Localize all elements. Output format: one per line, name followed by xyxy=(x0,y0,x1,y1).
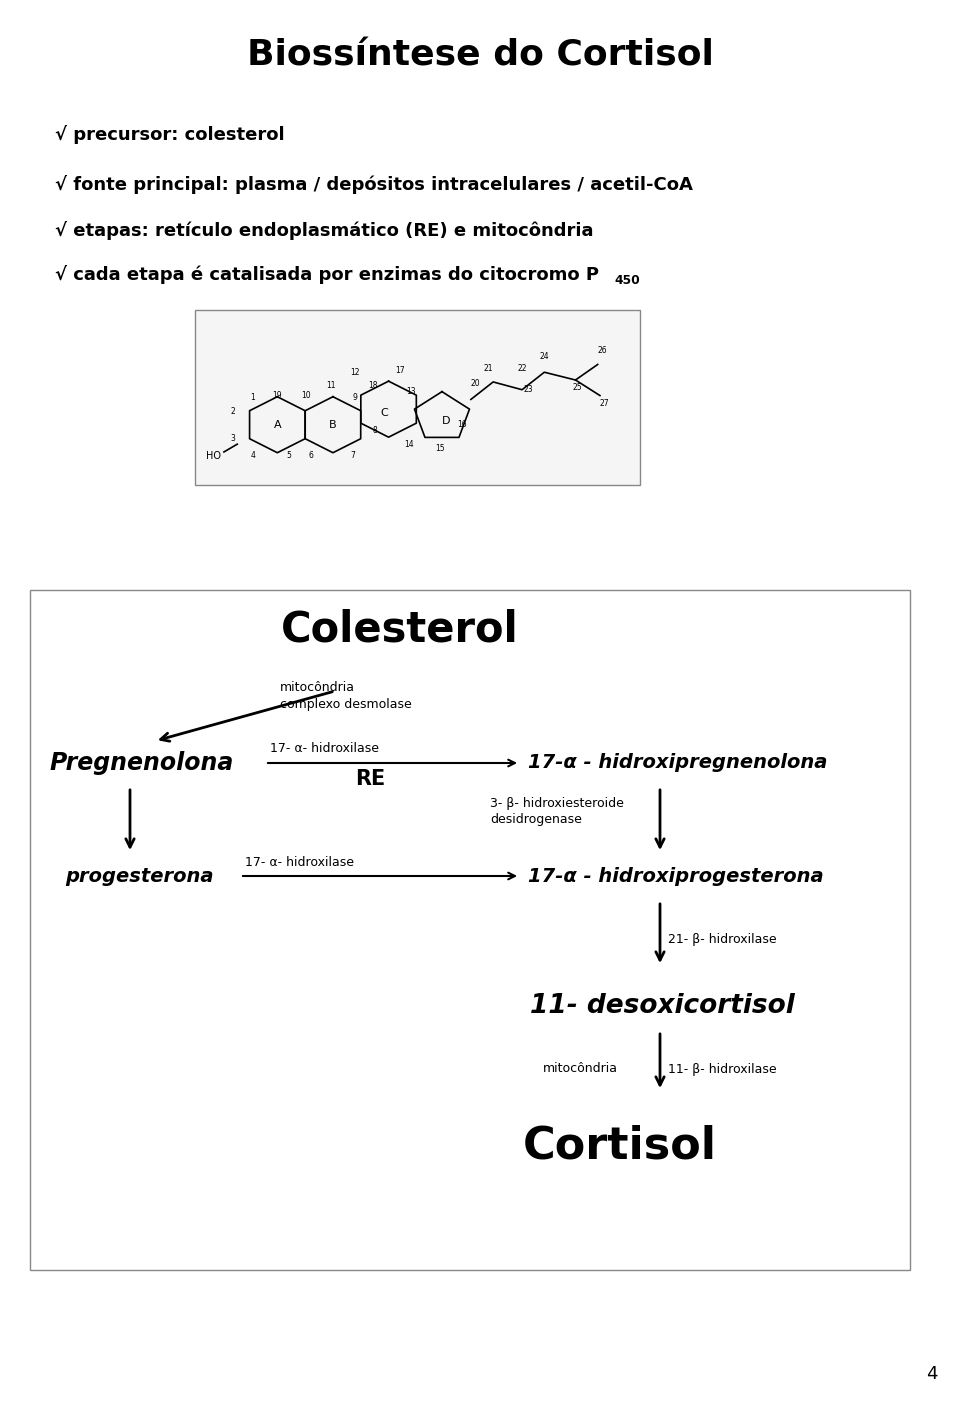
Text: 27: 27 xyxy=(600,399,610,408)
Text: 17- α- hidroxilase: 17- α- hidroxilase xyxy=(245,856,354,869)
Text: 17: 17 xyxy=(395,366,404,375)
Text: √ precursor: colesterol: √ precursor: colesterol xyxy=(55,126,284,144)
Text: 21: 21 xyxy=(484,364,493,373)
Text: 3: 3 xyxy=(230,434,235,443)
Text: Cortisol: Cortisol xyxy=(523,1125,717,1167)
Text: Colesterol: Colesterol xyxy=(281,609,518,651)
Text: 5: 5 xyxy=(286,451,291,461)
Text: 15: 15 xyxy=(435,444,444,453)
Text: C: C xyxy=(380,408,388,417)
Text: 19: 19 xyxy=(273,391,282,401)
Text: RE: RE xyxy=(355,769,385,789)
Text: 7: 7 xyxy=(350,451,355,461)
Text: 6: 6 xyxy=(308,451,313,461)
Text: 20: 20 xyxy=(470,380,480,388)
Text: D: D xyxy=(443,416,450,426)
Text: progesterona: progesterona xyxy=(65,866,213,885)
Text: 17-α - hidroxiprogesterona: 17-α - hidroxiprogesterona xyxy=(528,866,824,885)
Text: 4: 4 xyxy=(251,451,255,461)
Text: HO: HO xyxy=(206,451,221,461)
Text: B: B xyxy=(329,420,337,430)
Text: 23: 23 xyxy=(524,385,534,394)
Text: 18: 18 xyxy=(369,381,377,391)
Text: 12: 12 xyxy=(350,367,360,377)
Text: 9: 9 xyxy=(352,394,358,402)
Text: 26: 26 xyxy=(597,346,607,356)
Text: mitocôndria: mitocôndria xyxy=(543,1062,618,1076)
Text: 25: 25 xyxy=(573,384,583,392)
Text: 17- α- hidroxilase: 17- α- hidroxilase xyxy=(270,743,379,755)
Text: 21- β- hidroxilase: 21- β- hidroxilase xyxy=(668,933,777,946)
Text: √ etapas: retículo endoplasmático (RE) e mitocôndria: √ etapas: retículo endoplasmático (RE) e… xyxy=(55,220,593,240)
Text: 14: 14 xyxy=(404,440,414,448)
Text: 2: 2 xyxy=(230,406,235,416)
Text: 22: 22 xyxy=(517,364,527,373)
Text: 24: 24 xyxy=(540,352,549,361)
Text: 8: 8 xyxy=(372,426,377,436)
Text: 11: 11 xyxy=(326,381,335,391)
Text: 11- desoxicortisol: 11- desoxicortisol xyxy=(530,993,795,1019)
Text: Pregnenolona: Pregnenolona xyxy=(50,751,234,775)
Bar xyxy=(195,310,640,485)
Text: 4: 4 xyxy=(926,1365,938,1383)
Text: 3- β- hidroxiesteroide
desidrogenase: 3- β- hidroxiesteroide desidrogenase xyxy=(490,797,624,825)
Text: mitocôndria
complexo desmolase: mitocôndria complexo desmolase xyxy=(280,681,412,710)
Text: √ cada etapa é catalisada por enzimas do citocromo P: √ cada etapa é catalisada por enzimas do… xyxy=(55,266,599,284)
Text: 16: 16 xyxy=(457,420,467,429)
Text: √ fonte principal: plasma / depósitos intracelulares / acetil-CoA: √ fonte principal: plasma / depósitos in… xyxy=(55,175,693,195)
Text: 450: 450 xyxy=(614,273,639,286)
Text: 17-α - hidroxipregnenolona: 17-α - hidroxipregnenolona xyxy=(528,754,828,772)
Text: 10: 10 xyxy=(301,391,311,401)
Text: 13: 13 xyxy=(406,387,416,396)
Bar xyxy=(30,590,910,1269)
Text: 1: 1 xyxy=(251,394,255,402)
Text: Biossíntese do Cortisol: Biossíntese do Cortisol xyxy=(247,39,713,73)
Text: 11- β- hidroxilase: 11- β- hidroxilase xyxy=(668,1062,777,1076)
Text: A: A xyxy=(274,420,281,430)
